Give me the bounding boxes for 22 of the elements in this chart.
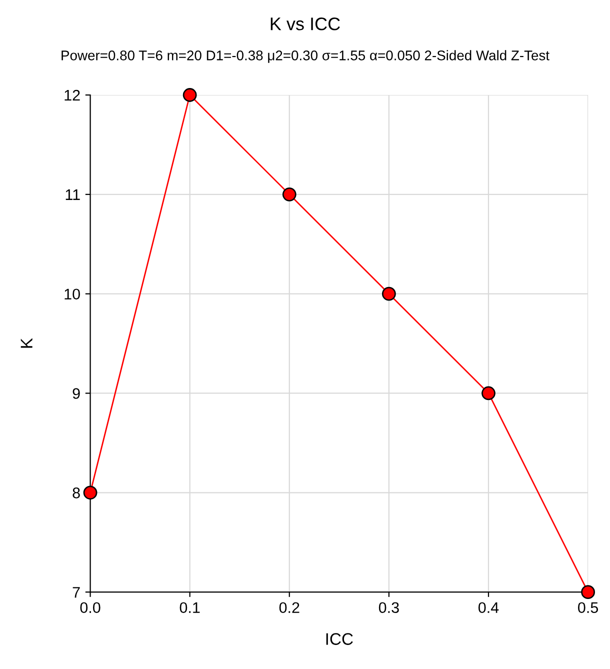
x-tick-label: 0.3 — [378, 602, 399, 614]
point — [282, 187, 296, 202]
point — [382, 286, 396, 301]
x-tick-label: 0.2 — [279, 602, 300, 614]
point — [182, 88, 197, 102]
x-axis-title: ICC — [326, 633, 353, 645]
x-tick-label: 0.1 — [180, 602, 200, 614]
x-tick-label: 0.0 — [80, 602, 100, 614]
chart-subtitle: Power=0.80 T=6 m=20 D1=-0.38 μ2=0.30 σ=1.55 α=0.050 2-Sided Wald Z-Test — [62, 50, 550, 63]
point — [581, 585, 595, 600]
y-tick-label: 7 — [72, 587, 80, 598]
point — [482, 386, 496, 400]
y-axis-title: K — [20, 338, 32, 348]
x-tick-label: 0.4 — [478, 602, 499, 614]
y-tick-label: 10 — [64, 288, 80, 300]
y-tick-label: 12 — [64, 90, 80, 101]
y-tick-label: 8 — [72, 488, 80, 498]
y-tick-label: 11 — [66, 189, 80, 200]
y-tick-label: 9 — [72, 388, 80, 399]
point — [83, 486, 98, 500]
x-tick-label: 0.5 — [578, 602, 598, 614]
chart-title: K vs ICC — [270, 17, 340, 30]
